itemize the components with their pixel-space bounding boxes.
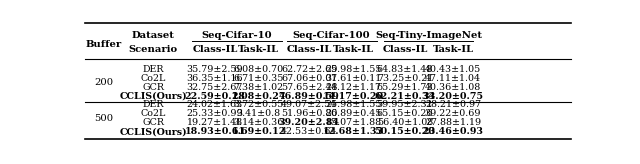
Text: 28.21±0.97: 28.21±0.97	[425, 101, 481, 110]
Text: 3.14±0.36: 3.14±0.36	[234, 119, 284, 127]
Text: GCR: GCR	[143, 119, 164, 127]
Text: 65.29±1.73: 65.29±1.73	[376, 82, 433, 92]
Text: 24.12±1.17: 24.12±1.17	[326, 82, 382, 92]
Text: Dataset: Dataset	[132, 31, 175, 40]
Text: Buffer: Buffer	[86, 41, 122, 49]
Text: 23.46±0.93: 23.46±0.93	[422, 127, 483, 136]
Text: 18.93±0.61: 18.93±0.61	[184, 127, 245, 136]
Text: 33.20±0.75: 33.20±0.75	[422, 92, 483, 101]
Text: 25.98±1.55: 25.98±1.55	[326, 101, 382, 110]
Text: 39.20±2.84: 39.20±2.84	[278, 119, 340, 127]
Text: 22.59±0.18: 22.59±0.18	[184, 92, 245, 101]
Text: 35.79±2.59: 35.79±2.59	[187, 64, 243, 73]
Text: 50.15±0.20: 50.15±0.20	[374, 127, 435, 136]
Text: 51.96±0.80: 51.96±0.80	[281, 110, 337, 119]
Text: 62.72±2.69: 62.72±2.69	[281, 64, 337, 73]
Text: Seq-Tiny-ImageNet: Seq-Tiny-ImageNet	[375, 31, 482, 40]
Text: 26.89±0.45: 26.89±0.45	[326, 110, 382, 119]
Text: 67.06±0.01: 67.06±0.01	[281, 73, 337, 82]
Text: 46.89±0.59: 46.89±0.59	[279, 92, 340, 101]
Text: 32.75±2.67: 32.75±2.67	[187, 82, 243, 92]
Text: 39.22±0.69: 39.22±0.69	[425, 110, 481, 119]
Text: 6.71±0.35: 6.71±0.35	[234, 73, 284, 82]
Text: 15.07±1.88: 15.07±1.88	[326, 119, 382, 127]
Text: 49.07±2.54: 49.07±2.54	[281, 101, 337, 110]
Text: 40.43±1.05: 40.43±1.05	[425, 64, 481, 73]
Text: 12.68±1.33: 12.68±1.33	[323, 127, 385, 136]
Text: 3.41±0.8: 3.41±0.8	[237, 110, 280, 119]
Text: 500: 500	[94, 114, 113, 123]
Text: Task-IL: Task-IL	[433, 45, 474, 54]
Text: CCLIS(Ours): CCLIS(Ours)	[120, 92, 188, 101]
Text: 36.35±1.16: 36.35±1.16	[187, 73, 243, 82]
Text: GCR: GCR	[143, 82, 164, 92]
Text: 200: 200	[94, 78, 113, 87]
Text: 24.02±1.63: 24.02±1.63	[187, 101, 243, 110]
Text: 47.11±1.04: 47.11±1.04	[425, 73, 481, 82]
Text: Scenario: Scenario	[129, 45, 178, 54]
Text: Seq-Cifar-10: Seq-Cifar-10	[202, 31, 272, 40]
Text: DER: DER	[143, 64, 164, 73]
Text: Co2L: Co2L	[141, 110, 166, 119]
Text: 59.95±2.31: 59.95±2.31	[376, 101, 433, 110]
Text: 64.83±1.48: 64.83±1.48	[377, 64, 433, 73]
Text: Class-IL: Class-IL	[382, 45, 428, 54]
Text: Class-IL: Class-IL	[287, 45, 332, 54]
Text: 73.25±0.21: 73.25±0.21	[377, 73, 433, 82]
Text: Task-IL: Task-IL	[238, 45, 279, 54]
Text: 7.38±1.02: 7.38±1.02	[234, 82, 284, 92]
Text: 27.88±1.19: 27.88±1.19	[425, 119, 481, 127]
Text: 14.17±0.20: 14.17±0.20	[323, 92, 385, 101]
Text: 40.36±1.08: 40.36±1.08	[425, 82, 481, 92]
Text: DER: DER	[143, 101, 164, 110]
Text: 42.53±0.64: 42.53±0.64	[281, 127, 337, 136]
Text: 2.08±0.27: 2.08±0.27	[231, 92, 286, 101]
Text: 6.08±0.70: 6.08±0.70	[234, 64, 284, 73]
Text: 19.27±1.48: 19.27±1.48	[187, 119, 243, 127]
Text: CCLIS(Ours): CCLIS(Ours)	[120, 127, 188, 136]
Text: Seq-Cifar-100: Seq-Cifar-100	[292, 31, 371, 40]
Text: 56.40±1.08: 56.40±1.08	[377, 119, 433, 127]
Text: Co2L: Co2L	[141, 73, 166, 82]
Text: 3.72±0.55: 3.72±0.55	[234, 101, 284, 110]
Text: 25.98±1.55: 25.98±1.55	[326, 64, 382, 73]
Text: Task-IL: Task-IL	[333, 45, 374, 54]
Text: 62.21±0.34: 62.21±0.34	[374, 92, 435, 101]
Text: Class-IL: Class-IL	[192, 45, 237, 54]
Text: 65.15±0.26: 65.15±0.26	[376, 110, 433, 119]
Text: 37.61±0.11: 37.61±0.11	[326, 73, 382, 82]
Text: 57.65±2.48: 57.65±2.48	[281, 82, 337, 92]
Text: 25.33±0.99: 25.33±0.99	[187, 110, 243, 119]
Text: 1.69±0.12: 1.69±0.12	[232, 127, 285, 136]
